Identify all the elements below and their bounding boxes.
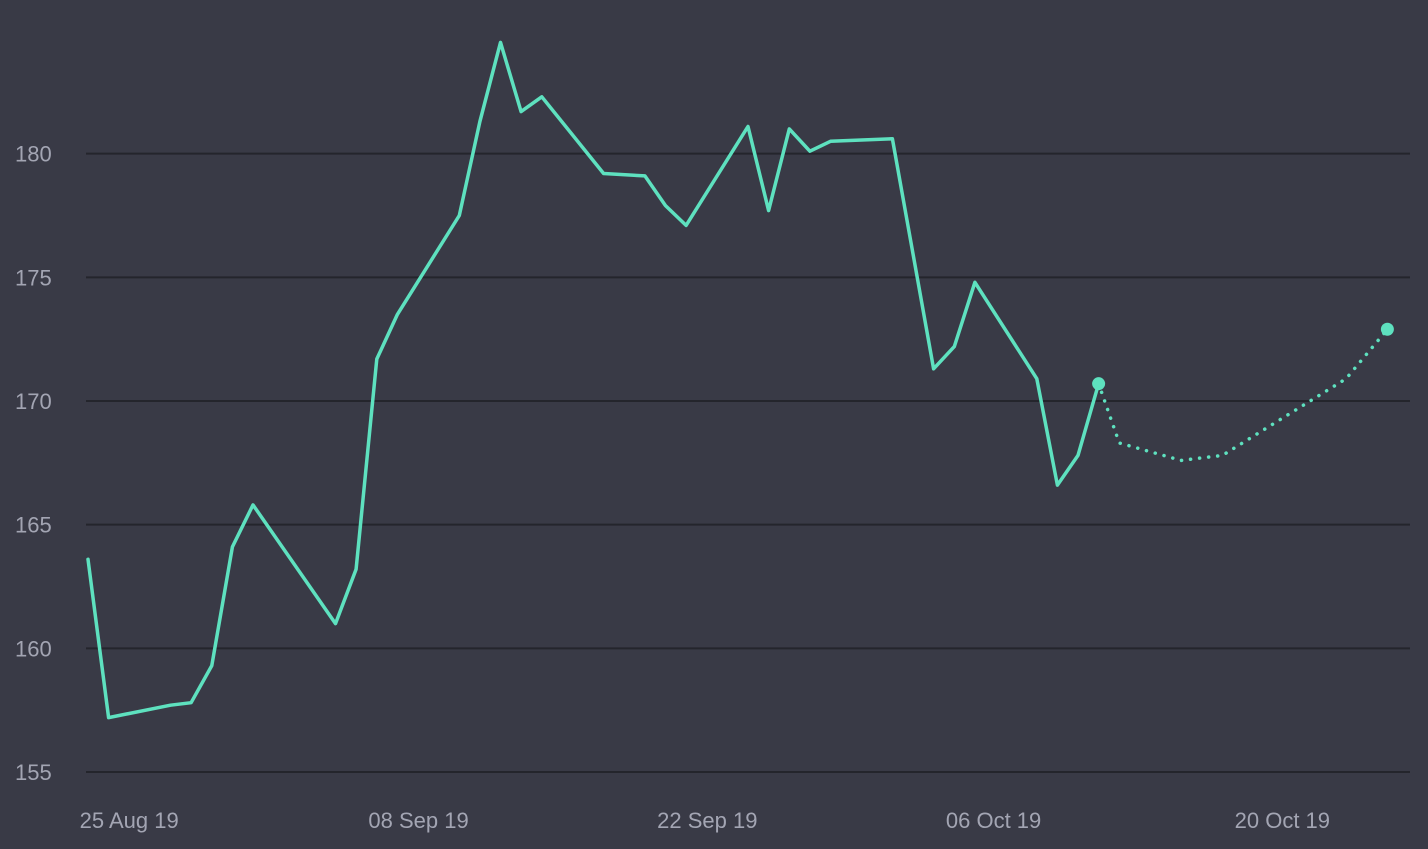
x-tick-label: 06 Oct 19 bbox=[946, 808, 1041, 833]
price-series-line bbox=[86, 40, 1101, 720]
x-axis: 25 Aug 19 08 Sep 19 22 Sep 19 06 Oct 19 20 O… bbox=[80, 808, 1330, 833]
y-tick-label: 175 bbox=[15, 265, 52, 290]
forecast-series-line bbox=[1096, 327, 1390, 463]
series-end-point bbox=[1380, 322, 1394, 336]
x-tick-label: 25 Aug 19 bbox=[80, 808, 179, 833]
y-axis: 155 160 165 170 175 180 bbox=[15, 142, 52, 785]
y-tick-label: 160 bbox=[15, 636, 52, 661]
y-tick-label: 165 bbox=[15, 513, 52, 538]
x-tick-label: 08 Sep 19 bbox=[368, 808, 468, 833]
series-group bbox=[86, 40, 1394, 720]
y-tick-label: 180 bbox=[15, 142, 52, 167]
x-tick-label: 20 Oct 19 bbox=[1235, 808, 1330, 833]
grid-lines bbox=[86, 152, 1410, 773]
x-tick-label: 22 Sep 19 bbox=[657, 808, 757, 833]
y-tick-label: 155 bbox=[15, 760, 52, 785]
y-tick-label: 170 bbox=[15, 389, 52, 414]
